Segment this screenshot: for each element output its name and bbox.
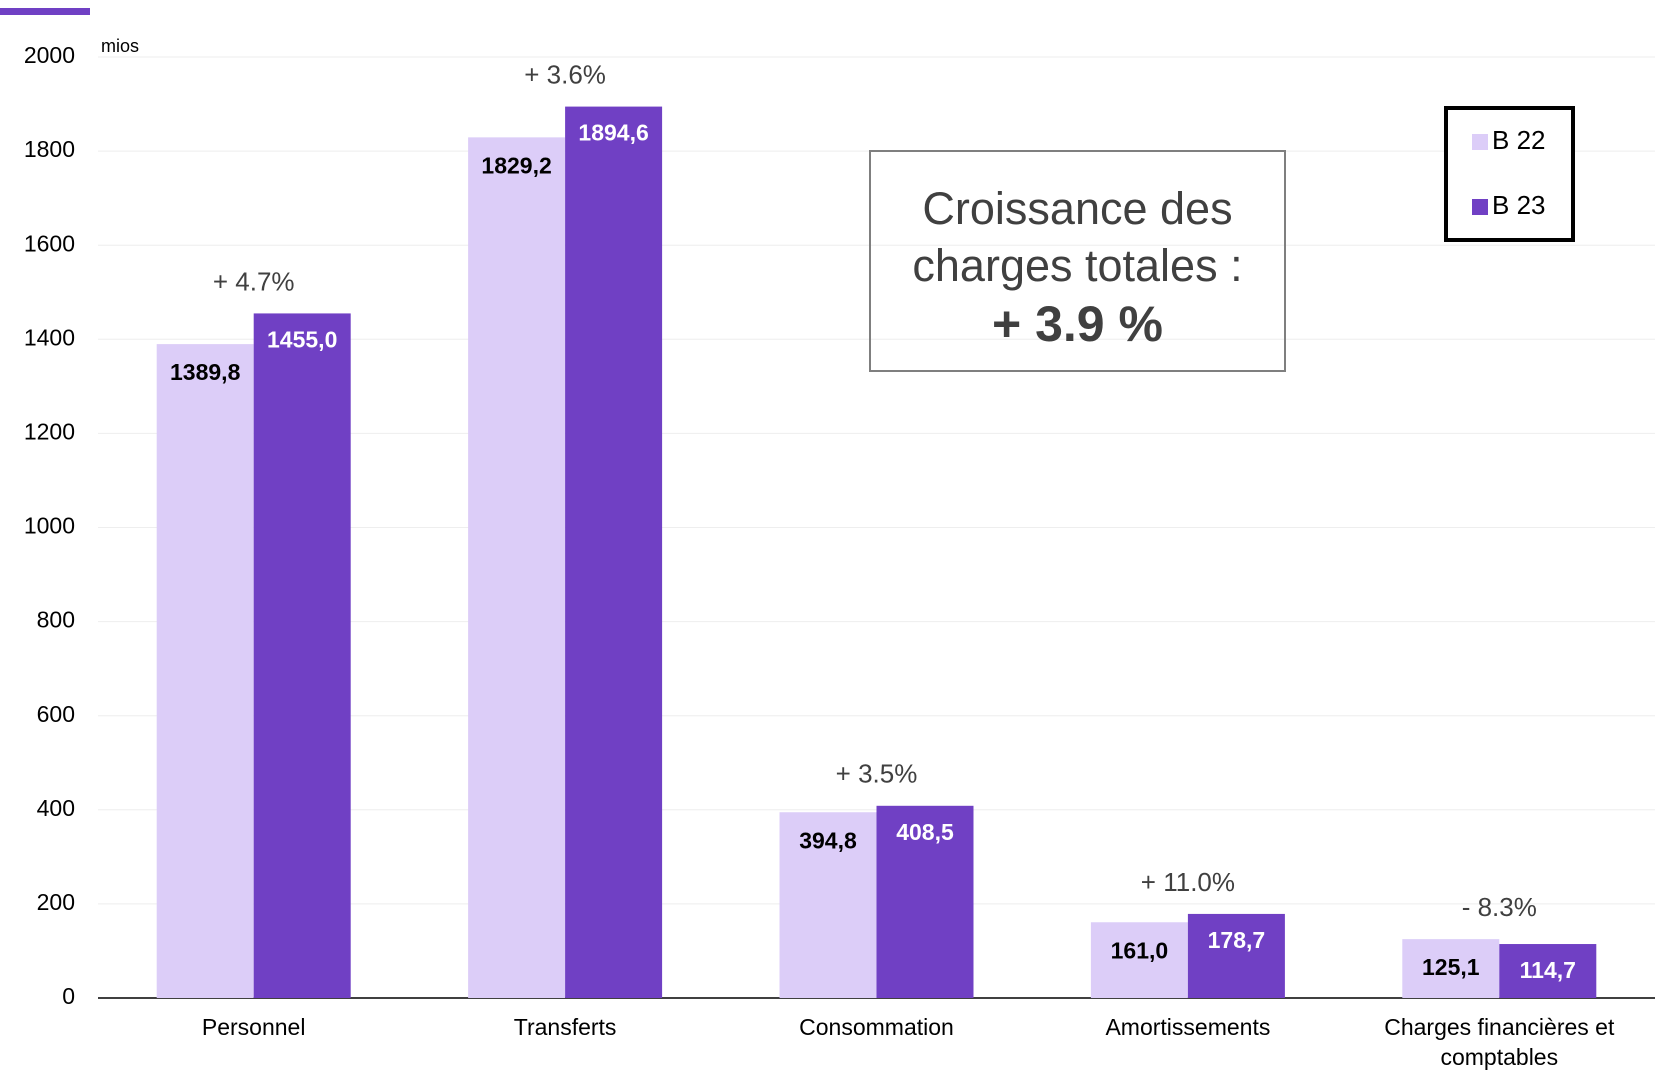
legend-box	[1444, 106, 1575, 242]
y-tick-label: 800	[37, 607, 75, 633]
callout-text: Croissance des charges totales :	[912, 183, 1243, 291]
unit-label: mios	[101, 36, 139, 56]
bar	[565, 106, 663, 998]
bar	[876, 805, 974, 998]
bar	[1187, 913, 1285, 998]
y-tick-label: 1600	[24, 230, 75, 256]
legend-swatch	[1472, 134, 1488, 150]
x-tick-label: Transferts	[513, 1014, 617, 1040]
x-tick-label: Charges financières et comptables	[1384, 1014, 1615, 1070]
y-tick-label: 1000	[24, 513, 75, 539]
value-label: 178,7	[1208, 927, 1266, 953]
value-label: 394,8	[799, 827, 857, 853]
growth-label: + 3.6%	[524, 59, 606, 89]
value-label: 114,7	[1520, 957, 1576, 983]
x-tick-label: Amortissements	[1105, 1014, 1271, 1040]
growth-label: + 11.0%	[1141, 867, 1235, 897]
bar	[468, 137, 566, 999]
bar	[779, 812, 877, 998]
legend-label: B 23	[1492, 190, 1546, 220]
x-tick-label: Consommation	[799, 1014, 954, 1040]
growth-label: - 8.3%	[1462, 892, 1537, 922]
y-tick-label: 1400	[24, 324, 75, 350]
y-tick-label: 0	[62, 983, 75, 1009]
accent-bar	[0, 8, 90, 15]
y-tick-label: 200	[37, 889, 75, 915]
value-label: 1829,2	[481, 152, 551, 178]
growth-label: + 3.5%	[836, 759, 918, 789]
value-label: 1894,6	[578, 120, 648, 146]
value-label: 408,5	[896, 819, 954, 845]
bar	[1402, 939, 1500, 998]
value-label: 125,1	[1422, 954, 1480, 980]
legend-swatch	[1472, 199, 1488, 215]
value-label: 161,0	[1111, 937, 1169, 963]
bar	[156, 344, 254, 998]
value-label: 1455,0	[267, 327, 337, 353]
y-tick-label: 600	[37, 701, 75, 727]
y-tick-label: 2000	[24, 42, 75, 68]
y-tick-label: 1800	[24, 136, 75, 162]
legend-label: B 22	[1492, 125, 1546, 155]
growth-label: + 4.7%	[213, 266, 295, 296]
y-tick-label: 1200	[24, 418, 75, 444]
callout-value: + 3.9 %	[992, 296, 1163, 352]
y-tick-label: 400	[37, 795, 75, 821]
bar	[253, 313, 351, 998]
bar	[1499, 944, 1597, 998]
value-label: 1389,8	[170, 359, 241, 385]
x-tick-label: Personnel	[201, 1014, 306, 1040]
callout-box: Croissance des charges totales : + 3.9 %	[869, 150, 1286, 372]
bar	[1090, 922, 1188, 998]
